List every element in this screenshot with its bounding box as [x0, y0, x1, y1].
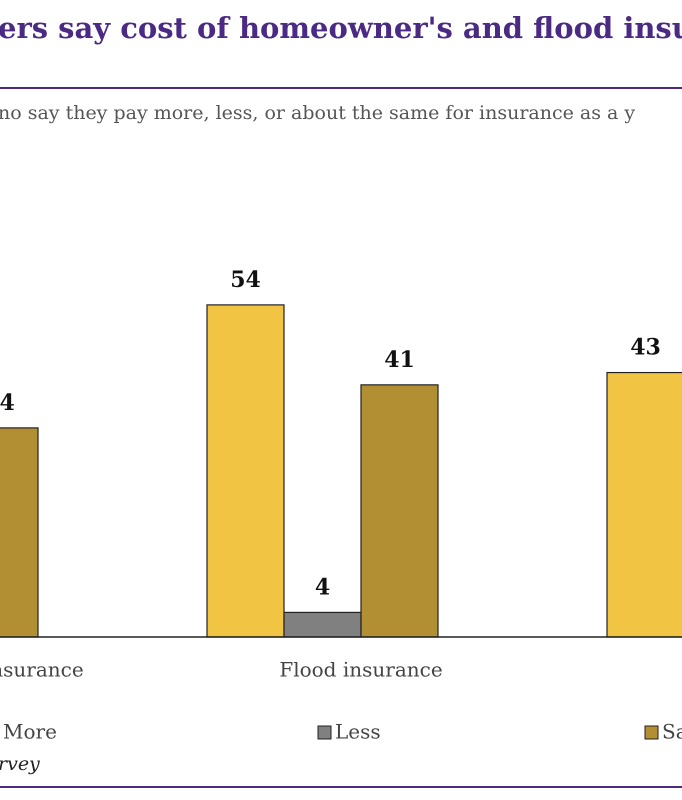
- x-tick-label: Flood insurance: [279, 658, 442, 682]
- legend-swatch: [644, 725, 659, 740]
- chart-title: ers say cost of homeowner's and flood in…: [0, 11, 682, 45]
- legend-label: Sa: [662, 720, 682, 744]
- x-tick-label: nsurance: [0, 658, 84, 682]
- legend-label: More: [3, 720, 57, 744]
- bar: [0, 427, 39, 638]
- value-label: 54: [230, 267, 261, 293]
- legend-swatch: [317, 725, 332, 740]
- source: rvey: [0, 753, 40, 775]
- bar: [206, 304, 285, 638]
- legend-label: Less: [335, 720, 381, 744]
- value-label: 43: [630, 335, 661, 361]
- bar: [606, 371, 682, 638]
- value-label: 34: [0, 390, 15, 416]
- bar: [360, 384, 439, 638]
- value-label: 4: [315, 574, 330, 600]
- bar: [283, 611, 362, 638]
- chart-subtitle: no say they pay more, less, or about the…: [0, 102, 635, 124]
- value-label: 41: [384, 347, 415, 373]
